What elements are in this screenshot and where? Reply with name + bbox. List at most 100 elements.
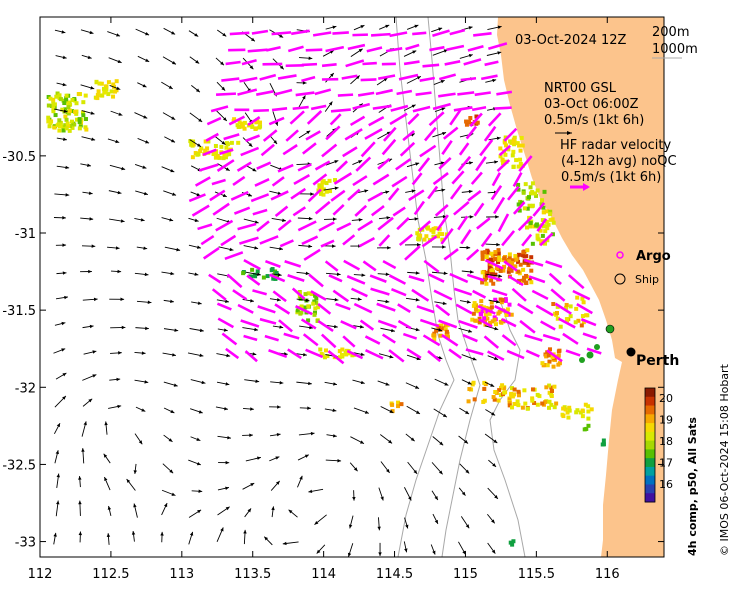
argo-label: Argo <box>636 249 671 264</box>
sst-pixel <box>70 125 75 130</box>
perth-marker[interactable] <box>626 347 636 357</box>
sst-pixel <box>520 405 525 410</box>
sst-pixel <box>527 203 532 208</box>
hf-arrow <box>421 235 438 248</box>
model-arrow-head <box>138 440 143 445</box>
colorbar-segment <box>645 466 655 477</box>
hf-arrow <box>458 319 478 329</box>
model-arrow-head <box>441 188 446 192</box>
model-arrow-head <box>307 406 311 410</box>
sst-pixel <box>487 311 492 316</box>
model-arrow-head <box>247 193 252 197</box>
hf-arrow <box>582 332 597 340</box>
sst-pixel <box>471 303 476 308</box>
contour-shelf <box>489 299 526 557</box>
sst-pixel <box>506 147 511 152</box>
model-arrow-head <box>415 410 420 414</box>
contour-200-label: 200m <box>652 25 689 40</box>
hf-arrow <box>302 142 317 155</box>
sst-pixel <box>522 275 527 280</box>
hf-scale-arrow <box>570 183 590 191</box>
sst-pixel <box>521 267 526 272</box>
sst-pixel <box>513 254 518 259</box>
hf-arrow <box>389 31 408 38</box>
hf-arrow <box>506 349 525 360</box>
x-tick-label: 116 <box>595 567 620 582</box>
sst-pixel <box>52 102 57 107</box>
hf-label-2: (4-12h avg) noQC <box>561 154 677 169</box>
hf-arrow <box>586 347 602 355</box>
hf-arrow <box>277 74 297 80</box>
sst-pixel <box>312 312 317 317</box>
sst-pixel <box>551 220 556 225</box>
sst-pixel <box>589 407 594 412</box>
model-arrow-head <box>279 325 284 329</box>
hf-arrow <box>449 108 462 126</box>
hf-arrow <box>434 204 449 217</box>
colorbar-segment <box>645 475 655 485</box>
hf-arrow <box>412 31 427 36</box>
hf-arrow <box>518 155 533 173</box>
hf-arrow <box>406 348 422 359</box>
sst-pixel <box>484 273 489 278</box>
model-arrow-head <box>83 421 87 426</box>
hf-arrow <box>471 105 487 112</box>
sst-pixel <box>530 396 535 401</box>
hf-arrow <box>332 31 349 35</box>
model-arrow-head <box>255 379 260 383</box>
model-arrow-head <box>441 107 446 111</box>
hf-arrow <box>221 332 238 346</box>
hf-arrow <box>295 91 315 97</box>
model-arrow-head <box>303 352 307 357</box>
hf-arrow <box>224 251 244 261</box>
model-arrow-head <box>116 86 121 90</box>
sst-pixel <box>541 363 546 368</box>
sst-pixel <box>502 390 507 395</box>
model-arrow-head <box>495 215 499 219</box>
sst-pixel <box>443 327 448 332</box>
hf-arrow <box>343 259 361 271</box>
hf-arrow <box>474 91 491 97</box>
model-arrow-head <box>106 533 111 537</box>
sst-pixel <box>487 265 492 270</box>
model-arrow-head <box>229 247 234 252</box>
hf-arrow <box>396 217 410 231</box>
model-arrow-head <box>468 26 473 30</box>
hf-arrow <box>511 287 527 302</box>
sst-pixel <box>56 122 61 127</box>
sst-pixel <box>500 383 505 388</box>
model-arrow-head <box>257 272 261 276</box>
sst-pixel <box>583 402 588 407</box>
hf-arrow <box>545 260 563 269</box>
model-arrow-head <box>62 216 66 220</box>
hf-arrow <box>528 275 546 284</box>
model-arrow-head <box>87 55 92 59</box>
sst-pixel <box>563 407 568 412</box>
model-arrow-head <box>115 139 120 144</box>
sst-pixel <box>418 233 423 238</box>
hf-arrow <box>554 302 572 315</box>
sst-pixel <box>535 188 540 193</box>
model-arrow-head <box>92 350 97 354</box>
sst-pixel <box>516 164 521 169</box>
model-arrow-head <box>254 246 259 250</box>
sst-pixel <box>51 97 56 102</box>
hf-label-1: HF radar velocity <box>560 138 672 153</box>
hf-arrow <box>411 288 430 302</box>
hf-arrow <box>324 260 339 272</box>
hf-arrow <box>382 260 397 270</box>
model-arrow-head <box>388 439 393 444</box>
model-arrow-head <box>61 321 66 326</box>
sst-pixel <box>213 143 218 148</box>
hf-arrow <box>244 350 258 363</box>
sst-pixel <box>550 217 555 222</box>
hf-arrow <box>340 320 357 330</box>
model-arrow-head <box>142 165 147 169</box>
model-arrow-head <box>360 25 365 29</box>
model-arrow-head <box>302 95 306 100</box>
model-arrow-head <box>308 56 313 60</box>
model-arrow-head <box>334 160 339 164</box>
hf-arrow <box>239 236 259 245</box>
model-arrow-head <box>380 496 384 501</box>
sst-pixel <box>58 120 63 125</box>
